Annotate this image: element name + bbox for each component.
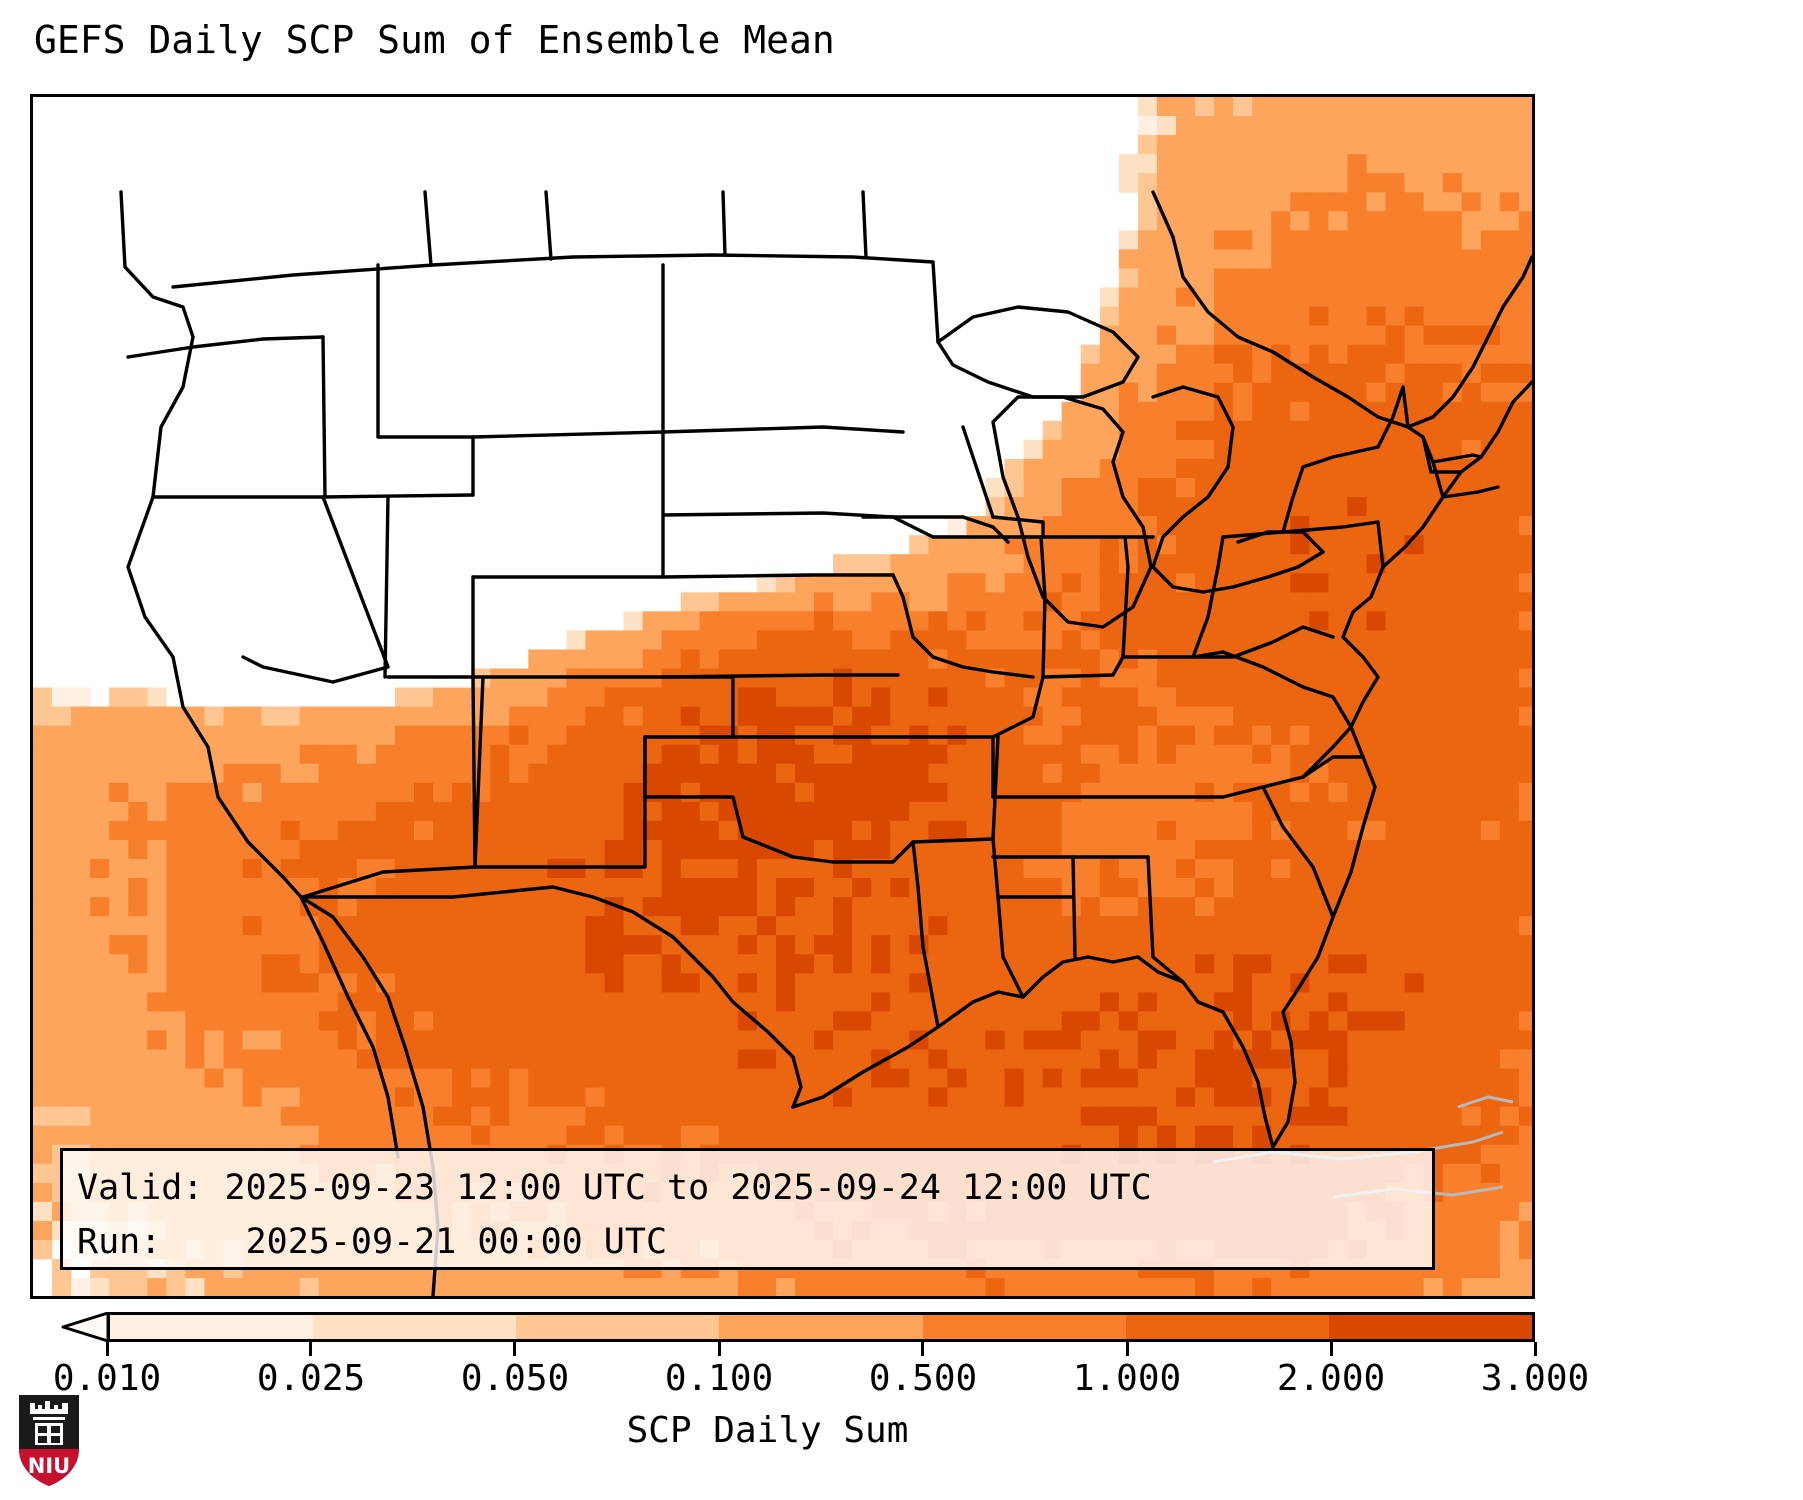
colorbar-tick-label: 0.050 (460, 1358, 570, 1399)
colorbar-band-5 (1125, 1315, 1329, 1339)
colorbar-band-3 (719, 1315, 923, 1339)
colorbar-tick-label: 1.000 (1072, 1358, 1182, 1399)
valid-time-text: Valid: 2025-09-23 12:00 UTC to 2025-09-2… (77, 1168, 1152, 1208)
colorbar-tick-label: 3.000 (1480, 1358, 1590, 1399)
niu-logo: NIU (19, 1395, 79, 1486)
svg-text:NIU: NIU (28, 1454, 70, 1478)
page-title: GEFS Daily SCP Sum of Ensemble Mean (34, 18, 835, 62)
forecast-info-box: Valid: 2025-09-23 12:00 UTC to 2025-09-2… (60, 1148, 1435, 1270)
map-canvas (33, 97, 1532, 1296)
colorbar-ticks (105, 1342, 1537, 1356)
colorbar-band-2 (516, 1315, 720, 1339)
heatmap-cells (33, 97, 1532, 1296)
colorbar-tick (309, 1342, 313, 1356)
colorbar-band-0 (110, 1315, 314, 1339)
colorbar-tick (1329, 1342, 1333, 1356)
colorbar-band-4 (922, 1315, 1126, 1339)
geography-outlines (119, 190, 1532, 1296)
colorbar-tick (105, 1342, 109, 1356)
colorbar-tick-label: 0.500 (868, 1358, 978, 1399)
colorbar: 0.010 0.025 0.050 0.100 0.500 1.000 2.000 3.000 (30, 1312, 1589, 1399)
colorbar-tick (921, 1342, 925, 1356)
colorbar-tick-label: 0.025 (256, 1358, 366, 1399)
colorbar-track (107, 1312, 1535, 1342)
colorbar-min-extend-arrow (61, 1312, 109, 1342)
colorbar-tick (1125, 1342, 1129, 1356)
colorbar-tick-label: 0.100 (664, 1358, 774, 1399)
colorbar-tick-labels: 0.010 0.025 0.050 0.100 0.500 1.000 2.000 3.000 (53, 1358, 1589, 1402)
colorbar-axis-label: SCP Daily Sum (626, 1410, 909, 1451)
map-panel (30, 94, 1535, 1299)
colorbar-band-1 (313, 1315, 517, 1339)
colorbar-band-6 (1328, 1315, 1532, 1339)
colorbar-tick (1533, 1342, 1537, 1356)
colorbar-tick-label: 2.000 (1276, 1358, 1386, 1399)
run-time-text: Run: 2025-09-21 00:00 UTC (77, 1222, 668, 1262)
colorbar-tick (717, 1342, 721, 1356)
colorbar-tick (513, 1342, 517, 1356)
colorbar-tick-label: 0.010 (52, 1358, 162, 1399)
